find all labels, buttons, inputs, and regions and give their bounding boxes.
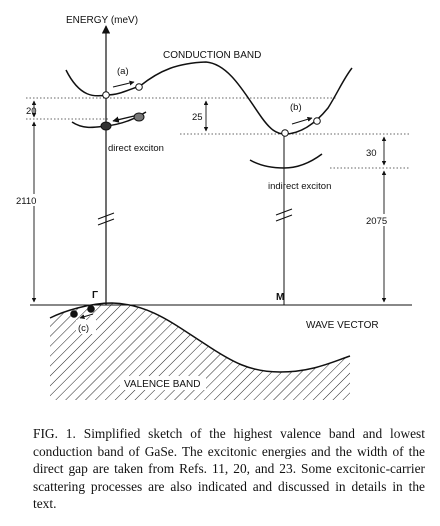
axis-break-m-2: [275, 214, 293, 222]
scatter-arrow-c-line: [79, 313, 94, 320]
carrier-b-2: [313, 117, 321, 125]
direct-exciton-label: direct exciton: [108, 143, 164, 154]
indirect-exciton-label: indirect exciton: [268, 181, 331, 192]
caption-text: Simplified sketch of the highest valence…: [33, 426, 425, 512]
hole-c-2: [87, 305, 95, 313]
carrier-a-2: [135, 83, 143, 91]
dim-25-label: 25: [192, 112, 203, 123]
axis-break-gamma-1: [97, 212, 115, 220]
conduction-band-label: CONDUCTION BAND: [163, 50, 261, 61]
indirect-exciton-curve: [249, 153, 323, 169]
dim-2075-label: 2075: [366, 216, 387, 227]
valence-band-curve: [49, 302, 351, 373]
m-point-label: M: [276, 292, 284, 303]
wave-vector-label: WAVE VECTOR: [306, 320, 379, 331]
axis-break-m-1: [275, 208, 293, 216]
valence-band-label: VALENCE BAND: [124, 379, 201, 390]
energy-axis-label: ENERGY (meV): [66, 15, 138, 26]
process-a-label: (a): [117, 66, 129, 77]
conduction-band-curve: [65, 61, 353, 135]
gamma-point-label: Γ: [92, 290, 98, 301]
figure-caption: FIG. 1. Simplified sketch of the highest…: [33, 425, 425, 513]
process-b-label: (b): [290, 102, 302, 113]
band-structure-figure: ENERGY (meV) WAVE VECTOR M CONDUCTION BA…: [16, 15, 412, 400]
dim-2110-label: 2110: [16, 196, 36, 207]
valence-band-region: [50, 303, 350, 400]
scatter-arrow-a: [112, 80, 135, 88]
process-c-label: (c): [78, 323, 89, 334]
caption-fig-label: FIG. 1.: [33, 426, 76, 441]
exciton-blob-2: [133, 112, 145, 122]
dim-20-label: 20: [26, 106, 37, 117]
carrier-a-1: [102, 91, 110, 99]
carrier-b-1: [281, 129, 289, 137]
scatter-arrow-b: [291, 116, 313, 125]
dim-30-label: 30: [366, 148, 377, 159]
scatter-arrow-exciton: [112, 115, 135, 123]
hole-c-1: [70, 310, 78, 318]
axis-break-gamma-2: [97, 218, 115, 226]
exciton-blob-1: [100, 121, 112, 131]
